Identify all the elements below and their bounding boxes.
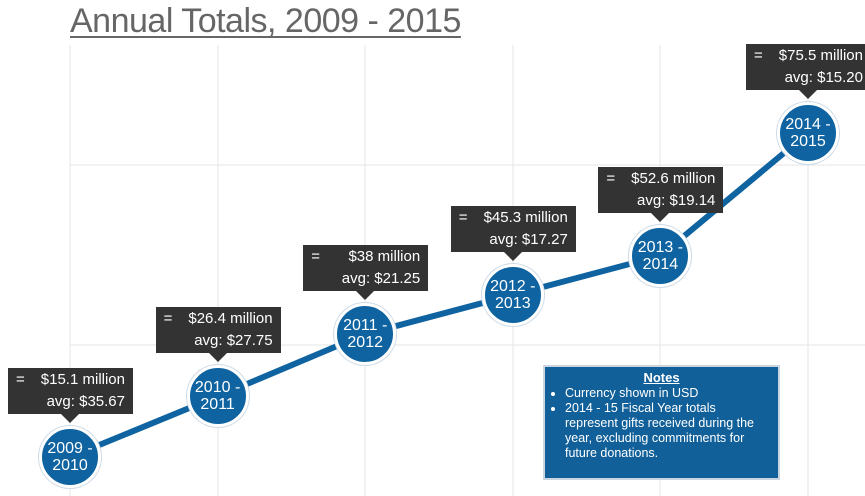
point: 2010 - 2011 xyxy=(186,365,249,428)
callout-row: = $26.4 million xyxy=(164,310,273,332)
callout-row: = $75.5 million xyxy=(754,47,863,69)
value-label: $15.1 million xyxy=(40,371,125,388)
avg-label: avg: $17.27 xyxy=(489,231,568,248)
callout: = $45.3 million avg: $17.27 xyxy=(450,206,576,261)
notes-box: Notes Currency shown in USD 2014 - 15 Fi… xyxy=(543,365,780,480)
callout: = $26.4 million avg: $27.75 xyxy=(155,307,281,363)
notes-title: Notes xyxy=(643,370,680,385)
point: 2014 - 2015 xyxy=(777,102,839,164)
category-label: 2010 - 2011 xyxy=(194,379,241,414)
notes-list: Currency shown in USD 2014 - 15 Fiscal Y… xyxy=(553,386,770,461)
callout-row: = $15.1 million xyxy=(16,371,125,393)
point: 2011 - 2012 xyxy=(334,303,397,366)
callout-row: = $45.3 million xyxy=(459,209,568,231)
point: 2013 - 2014 xyxy=(629,224,692,287)
avg-label: avg: $27.75 xyxy=(194,332,273,350)
callout: = $52.6 million avg: $19.14 xyxy=(598,166,724,222)
category-label: 2011 - 2012 xyxy=(343,317,388,352)
chart-title: Annual Totals, 2009 - 2015 xyxy=(70,2,461,40)
category-label: 2014 - 2015 xyxy=(785,116,831,150)
category-label: 2013 - 2014 xyxy=(637,238,684,273)
equals-sign: = xyxy=(754,47,763,64)
point: 2012 - 2013 xyxy=(481,264,544,326)
equals-sign: = xyxy=(458,209,468,226)
value-label: $38 million xyxy=(348,248,421,266)
point: 2009 - 2010 xyxy=(39,426,101,488)
callout-row: = $38 million xyxy=(311,248,420,270)
note: Currency shown in USD xyxy=(565,386,770,401)
value-label: $45.3 million xyxy=(483,209,568,226)
equals-sign: = xyxy=(606,169,616,187)
callout: = $75.5 million avg: $15.20 xyxy=(746,44,865,99)
avg-label: avg: $19.14 xyxy=(636,191,716,209)
avg-label: avg: $15.20 xyxy=(784,69,863,86)
category-label: 2009 - 2010 xyxy=(47,440,93,474)
callout: = $15.1 million avg: $35.67 xyxy=(8,368,133,423)
equals-sign: = xyxy=(163,310,173,328)
callout: = $38 million avg: $21.25 xyxy=(303,245,429,301)
callout-row: = $52.6 million xyxy=(606,170,715,192)
equals-sign: = xyxy=(311,248,320,266)
category-label: 2012 - 2013 xyxy=(490,278,536,312)
note: 2014 - 15 Fiscal Year totals represent g… xyxy=(565,401,770,461)
value-label: $52.6 million xyxy=(631,169,716,187)
avg-label: avg: $21.25 xyxy=(341,270,421,288)
value-label: $26.4 million xyxy=(188,310,273,328)
value-label: $75.5 million xyxy=(778,47,863,64)
avg-label: avg: $35.67 xyxy=(46,393,125,410)
equals-sign: = xyxy=(16,371,25,388)
